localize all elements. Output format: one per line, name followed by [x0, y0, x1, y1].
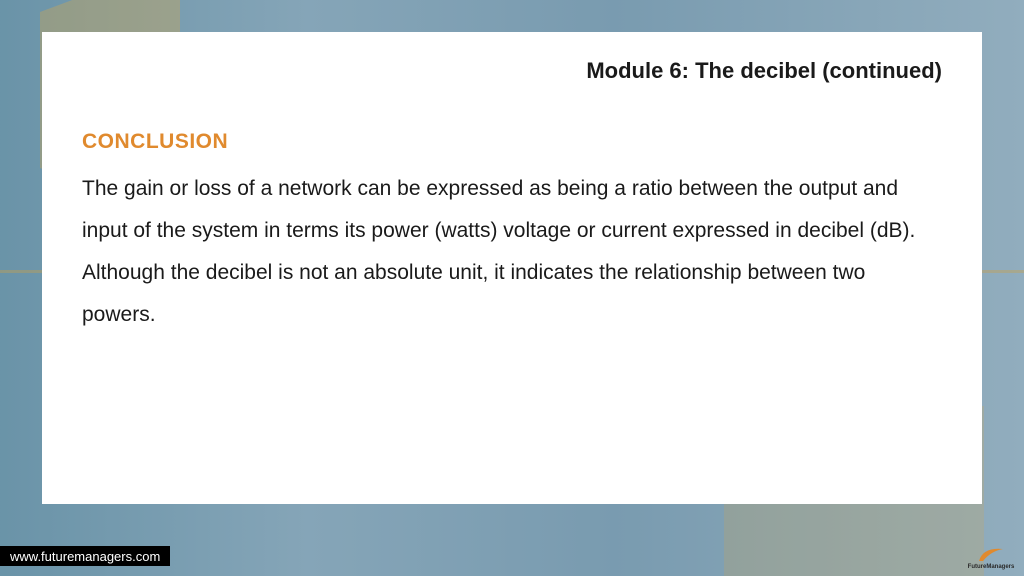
brand-logo: FutureManagers: [968, 540, 1014, 570]
logo-text: FutureManagers: [968, 564, 1015, 570]
section-heading: CONCLUSION: [82, 130, 942, 154]
swoosh-icon: [977, 545, 1005, 563]
module-title: Module 6: The decibel (continued): [82, 58, 942, 84]
slide: Module 6: The decibel (continued) CONCLU…: [0, 0, 1024, 576]
footer-url: www.futuremanagers.com: [0, 546, 170, 566]
body-text: The gain or loss of a network can be exp…: [82, 168, 942, 336]
content-card: Module 6: The decibel (continued) CONCLU…: [42, 32, 982, 504]
